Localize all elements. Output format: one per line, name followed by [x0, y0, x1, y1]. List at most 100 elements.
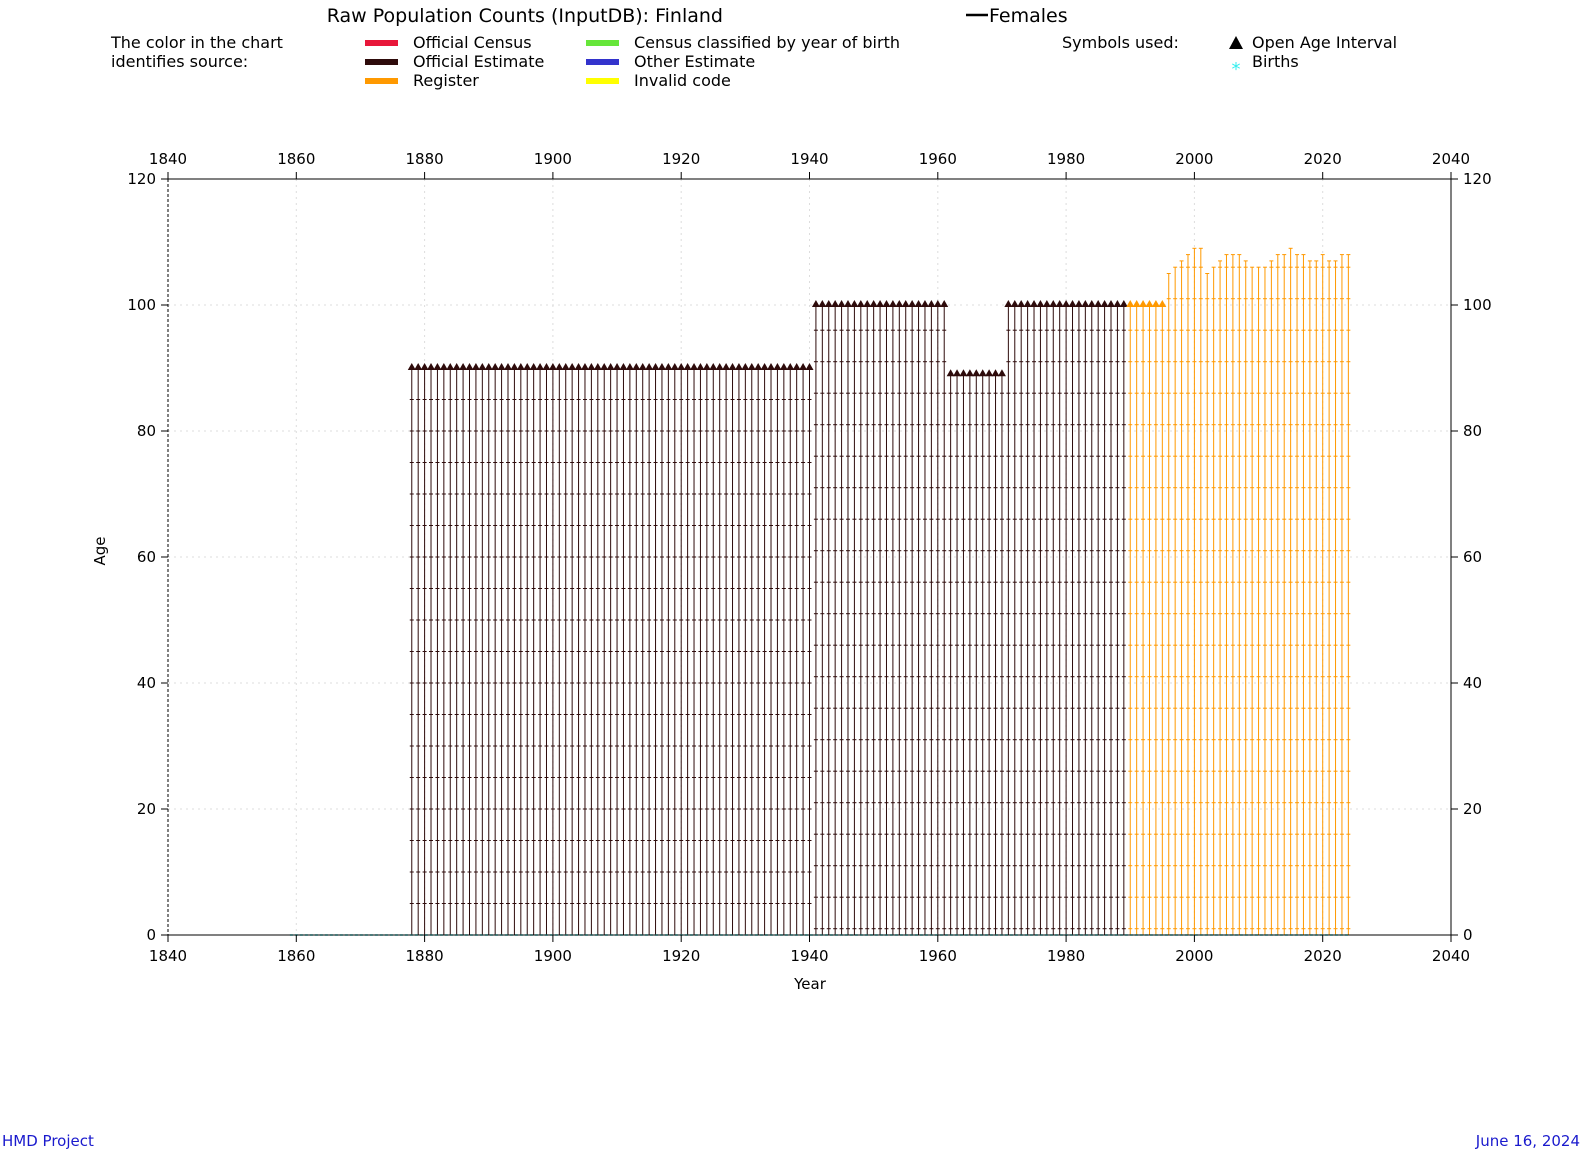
open-age-marker: [901, 300, 910, 307]
open-age-marker: [908, 300, 917, 307]
y-tick-label-left: 60: [137, 548, 156, 566]
x-tick-label-top: 2000: [1175, 150, 1213, 168]
x-tick-label-top: 1920: [662, 150, 700, 168]
x-tick-label-top: 2020: [1304, 150, 1342, 168]
open-age-marker: [876, 300, 885, 307]
chart-title: Raw Population Counts (InputDB): Finland: [327, 5, 723, 27]
x-tick-label-bottom: 2040: [1432, 947, 1470, 965]
open-age-marker: [1100, 300, 1109, 307]
open-age-marker: [465, 363, 474, 370]
open-age-marker: [548, 363, 557, 370]
open-age-marker: [1004, 300, 1013, 307]
open-age-marker: [439, 363, 448, 370]
open-age-marker: [837, 300, 846, 307]
x-tick-label-top: 1940: [790, 150, 828, 168]
open-age-marker: [702, 363, 711, 370]
open-age-marker: [863, 300, 872, 307]
x-tick-label-bottom: 1980: [1047, 947, 1085, 965]
legend-swatch-register: [365, 78, 398, 84]
open-age-marker: [786, 363, 795, 370]
open-age-marker: [1132, 300, 1141, 307]
open-age-marker: [1055, 300, 1064, 307]
y-tick-label-right: 120: [1463, 170, 1492, 188]
open-age-marker: [869, 300, 878, 307]
open-age-marker: [991, 369, 1000, 377]
open-age-marker: [690, 363, 699, 370]
open-age-marker: [1145, 300, 1154, 307]
legend-symbols-heading: Symbols used:: [1062, 33, 1179, 52]
open-age-marker: [523, 363, 532, 370]
open-age-marker: [677, 363, 686, 370]
open-age-marker: [734, 363, 743, 370]
open-age-marker: [1081, 300, 1090, 307]
axis-ticks: 1840 1840 1860 1860 1880 1880 1900 1900 1920 1920…: [127, 150, 1491, 965]
open-age-marker: [843, 300, 852, 307]
open-age-marker: [933, 300, 942, 307]
legend-swatch-official-estimate: [365, 59, 398, 65]
open-age-marker: [888, 300, 897, 307]
y-tick-label-right: 80: [1463, 422, 1482, 440]
y-tick-label-right: 60: [1463, 548, 1482, 566]
open-age-marker: [747, 363, 756, 370]
series-5: [1166, 247, 1351, 935]
open-age-marker: [805, 363, 814, 370]
x-tick-label-top: 1960: [919, 150, 957, 168]
open-age-marker: [651, 363, 660, 370]
x-tick-label-bottom: 1880: [406, 947, 444, 965]
series-2: [946, 369, 1006, 935]
open-age-marker: [497, 363, 506, 370]
open-age-marker: [593, 363, 602, 370]
open-age-marker: [580, 363, 589, 370]
x-tick-label-top: 1900: [534, 150, 572, 168]
open-age-marker: [606, 363, 615, 370]
legend-color-note-line1: The color in the chart: [110, 33, 283, 52]
x-tick-label-bottom: 1840: [149, 947, 187, 965]
open-age-marker: [491, 363, 500, 370]
title-series: Females: [989, 5, 1068, 27]
open-age-marker: [1062, 300, 1071, 307]
legend-label-other-estimate: Other Estimate: [634, 52, 755, 71]
open-age-marker: [760, 363, 769, 370]
open-age-marker: [722, 363, 731, 370]
open-age-triangle-icon: [1229, 36, 1243, 49]
x-tick-label-bottom: 2020: [1304, 947, 1342, 965]
open-age-marker: [1151, 300, 1160, 307]
open-age-marker: [503, 363, 512, 370]
open-age-marker: [657, 363, 666, 370]
open-age-marker: [767, 363, 776, 370]
x-axis-label: Year: [793, 975, 827, 993]
series-4: [1126, 300, 1167, 935]
y-tick-label-left: 40: [137, 674, 156, 692]
legend-label-births: Births: [1252, 52, 1299, 71]
open-age-marker: [484, 363, 493, 370]
open-age-marker: [965, 369, 974, 377]
open-age-marker: [1023, 300, 1032, 307]
open-age-marker: [728, 363, 737, 370]
open-age-marker: [709, 363, 718, 370]
open-age-marker: [773, 363, 782, 370]
x-tick-label-bottom: 1900: [534, 947, 572, 965]
open-age-marker: [715, 363, 724, 370]
y-tick-label-left: 20: [137, 800, 156, 818]
open-age-marker: [1017, 300, 1026, 307]
open-age-marker: [1042, 300, 1051, 307]
open-age-marker: [940, 300, 949, 307]
open-age-marker: [997, 369, 1006, 377]
x-tick-label-bottom: 1860: [277, 947, 315, 965]
open-age-marker: [1126, 300, 1135, 307]
y-tick-label-left: 100: [127, 296, 156, 314]
open-age-marker: [818, 300, 827, 307]
open-age-marker: [1010, 300, 1019, 307]
open-age-marker: [459, 363, 468, 370]
open-age-marker: [574, 363, 583, 370]
open-age-marker: [561, 363, 570, 370]
x-tick-label-bottom: 1960: [919, 947, 957, 965]
x-tick-label-top: 2040: [1432, 150, 1470, 168]
open-age-marker: [420, 363, 429, 370]
y-tick-label-left: 0: [146, 926, 156, 944]
open-age-marker: [972, 369, 981, 377]
open-age-marker: [831, 300, 840, 307]
open-age-marker: [446, 363, 455, 370]
y-tick-label-left: 80: [137, 422, 156, 440]
open-age-marker: [625, 363, 634, 370]
